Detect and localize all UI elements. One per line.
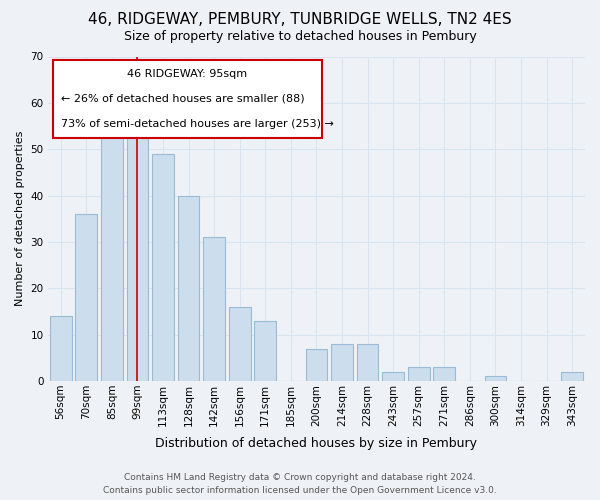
Bar <box>229 307 251 381</box>
Bar <box>562 372 583 381</box>
X-axis label: Distribution of detached houses by size in Pembury: Distribution of detached houses by size … <box>155 437 478 450</box>
Bar <box>76 214 97 381</box>
Bar <box>203 238 225 381</box>
Bar <box>408 367 430 381</box>
Text: 46, RIDGEWAY, PEMBURY, TUNBRIDGE WELLS, TN2 4ES: 46, RIDGEWAY, PEMBURY, TUNBRIDGE WELLS, … <box>88 12 512 28</box>
Text: Size of property relative to detached houses in Pembury: Size of property relative to detached ho… <box>124 30 476 43</box>
Bar <box>305 348 327 381</box>
Text: Contains HM Land Registry data © Crown copyright and database right 2024.
Contai: Contains HM Land Registry data © Crown c… <box>103 473 497 495</box>
Bar <box>178 196 199 381</box>
Bar <box>331 344 353 381</box>
Text: 73% of semi-detached houses are larger (253) →: 73% of semi-detached houses are larger (… <box>61 118 334 128</box>
Bar <box>127 117 148 381</box>
Bar <box>152 154 174 381</box>
Y-axis label: Number of detached properties: Number of detached properties <box>15 131 25 306</box>
Text: ← 26% of detached houses are smaller (88): ← 26% of detached houses are smaller (88… <box>61 94 305 104</box>
Bar <box>433 367 455 381</box>
Bar <box>50 316 71 381</box>
Bar <box>357 344 379 381</box>
Bar <box>254 320 276 381</box>
Bar <box>382 372 404 381</box>
Text: 46 RIDGEWAY: 95sqm: 46 RIDGEWAY: 95sqm <box>127 69 248 79</box>
Bar <box>485 376 506 381</box>
Bar <box>101 130 122 381</box>
FancyBboxPatch shape <box>53 60 322 138</box>
